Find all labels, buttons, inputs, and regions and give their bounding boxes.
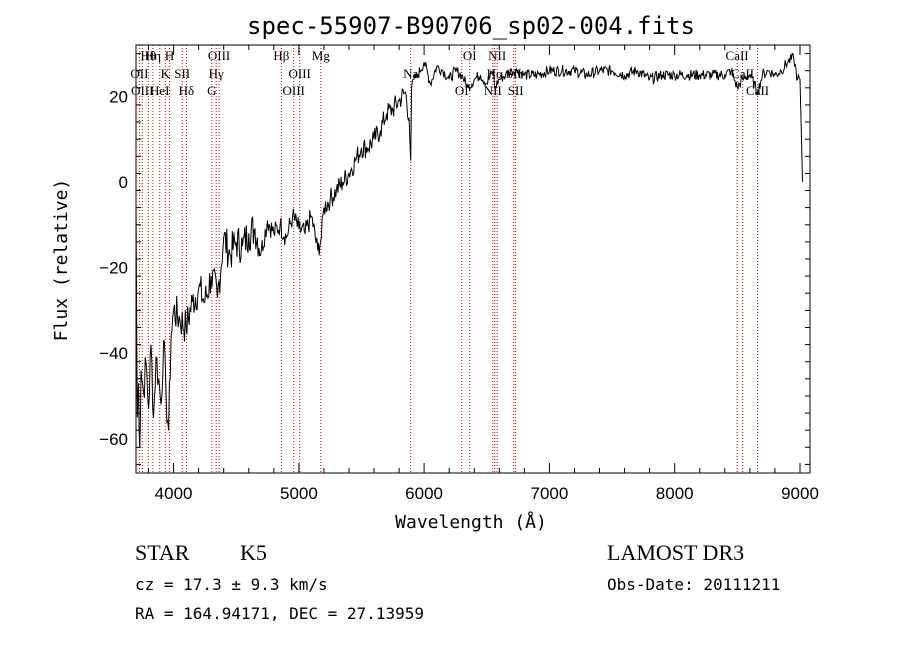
object-subclass: K5 <box>240 540 267 565</box>
x-tick-label: 7000 <box>530 484 568 503</box>
plot-frame <box>135 44 811 474</box>
line-label: OIII <box>131 83 153 98</box>
line-label: OI <box>455 83 469 98</box>
y-tick-label: −40 <box>99 344 128 363</box>
y-axis-label: Flux (relative) <box>51 179 72 342</box>
line-label: OIII <box>289 66 311 81</box>
y-tick-label: 20 <box>109 87 128 106</box>
line-label: SII <box>508 83 524 98</box>
x-tick-label: 4000 <box>155 484 193 503</box>
line-label: CaII <box>726 48 749 63</box>
line-label: Hη <box>145 48 161 63</box>
object-type: STAR <box>135 540 190 565</box>
emission-line-labels: HθOIIOIIIHηKHeIHSIIHδOIIIHγGHβOIIIOIIIMg… <box>130 48 769 98</box>
y-tick-label: −20 <box>99 259 128 278</box>
x-tick-label: 6000 <box>405 484 443 503</box>
line-label: Hδ <box>179 83 195 98</box>
y-tick-label: 0 <box>119 173 128 192</box>
line-label: NII <box>488 48 506 63</box>
line-label: Hβ <box>273 48 289 63</box>
x-tick-label: 9000 <box>781 484 819 503</box>
flux-series-line <box>135 53 803 448</box>
line-label: H <box>165 48 174 63</box>
x-axis-label: Wavelength (Å) <box>395 511 547 533</box>
line-label: Mg <box>312 48 331 63</box>
line-label: OIII <box>283 83 305 98</box>
sky-coordinates: RA = 164.94171, DEC = 27.13959 <box>135 604 424 623</box>
line-label: Hα <box>487 66 503 81</box>
x-axis-ticks: 4000 5000 6000 7000 8000 9000 <box>148 45 819 503</box>
line-label: HeI <box>150 83 170 98</box>
line-label: G <box>207 83 216 98</box>
redshift-cz: cz = 17.3 ± 9.3 km/s <box>135 575 328 594</box>
line-label: NII <box>484 83 502 98</box>
line-label: K <box>161 66 171 81</box>
line-label: Hθ <box>140 48 156 63</box>
y-axis-ticks: −60 −40 −20 0 20 <box>99 53 810 465</box>
observation-date: Obs-Date: 20111211 <box>607 575 781 594</box>
x-tick-label: 5000 <box>280 484 318 503</box>
line-label: Hγ <box>209 66 224 81</box>
x-tick-label: 8000 <box>656 484 694 503</box>
chart-title: spec-55907-B90706_sp02-004.fits <box>247 12 695 40</box>
line-label: SII <box>174 66 190 81</box>
y-tick-label: −60 <box>99 430 128 449</box>
line-label: OII <box>130 66 148 81</box>
survey-name: LAMOST DR3 <box>607 540 745 565</box>
line-label: OI <box>463 48 477 63</box>
line-label: OIII <box>208 48 230 63</box>
